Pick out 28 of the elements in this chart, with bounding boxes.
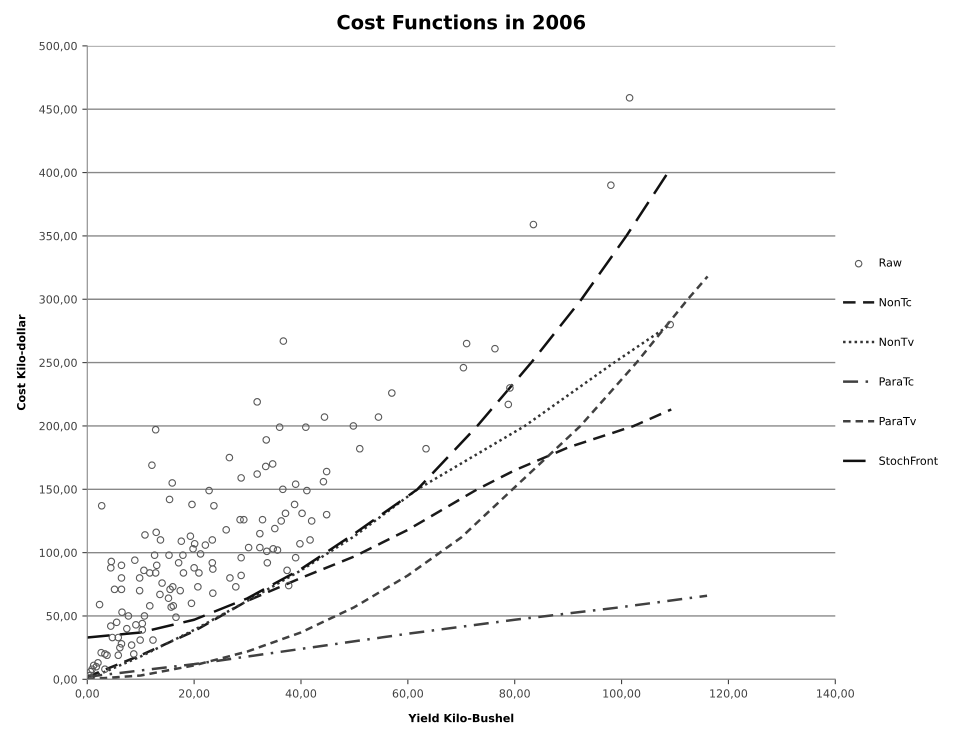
legend-label: ParaTv — [880, 417, 916, 426]
x-tick-label: 80,00 — [500, 689, 530, 699]
y-tick-label: 0,00 — [54, 675, 77, 685]
y-tick-label: 400,00 — [39, 168, 77, 178]
legend-label: NonTc — [880, 298, 912, 306]
y-tick-label: 150,00 — [40, 485, 77, 495]
legend-label: Raw — [880, 258, 902, 267]
x-tick-label: 100,00 — [603, 689, 640, 699]
y-tick-label: 300,00 — [40, 295, 77, 305]
y-tick-label: 250,00 — [39, 358, 77, 368]
x-tick-label: 140,00 — [817, 689, 854, 699]
y-tick-label: 200,00 — [39, 422, 77, 432]
y-tick-label: 100,00 — [40, 548, 77, 558]
legend-label: ParaTc — [880, 377, 914, 386]
y-tick-label: 500,00 — [40, 42, 77, 52]
x-tick-label: 40,00 — [286, 689, 316, 699]
x-tick-label: 20,00 — [179, 689, 210, 699]
x-tick-label: 60,00 — [392, 689, 424, 699]
y-tick-label: 450,00 — [39, 105, 77, 115]
x-tick-label: 120,00 — [710, 689, 748, 699]
x-axis-title: Yield Kilo-Bushel — [408, 714, 514, 722]
chart-title: Cost Functions in 2006 — [337, 14, 586, 30]
legend-label: StochFront — [879, 456, 938, 465]
y-tick-label: 350,00 — [40, 232, 77, 242]
y-axis-title: Cost Kilo-dollar — [16, 314, 26, 410]
legend-label: NonTv — [880, 338, 914, 346]
y-tick-label: 50,00 — [46, 612, 77, 622]
x-tick-label: 0,00 — [76, 689, 99, 699]
